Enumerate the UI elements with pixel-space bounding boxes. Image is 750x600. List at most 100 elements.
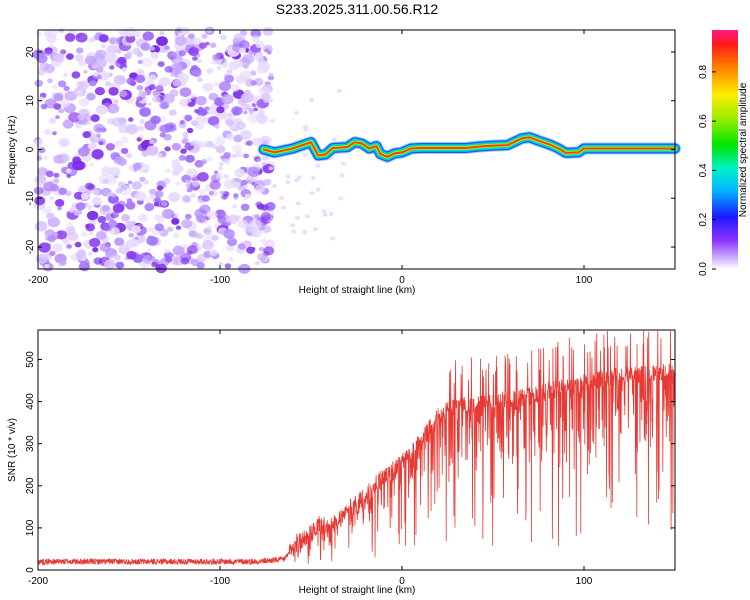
noise-blob [262, 156, 267, 161]
noise-blob [164, 248, 171, 254]
noise-blob [112, 203, 125, 213]
noise-blob [262, 27, 274, 36]
noise-blob [89, 80, 97, 87]
noise-blob [126, 198, 133, 204]
noise-blob [164, 45, 170, 50]
noise-blob [197, 77, 203, 82]
noise-blob [191, 120, 199, 127]
noise-blob [267, 75, 274, 81]
noise-blob [109, 65, 115, 70]
noise-blob [190, 258, 200, 267]
noise-blob [179, 98, 189, 107]
noise-blob [149, 46, 156, 51]
noise-blob [125, 201, 136, 210]
noise-blob [140, 42, 151, 51]
noise-blob [153, 201, 160, 207]
noise-blob [180, 148, 187, 154]
noise-blob [102, 178, 109, 184]
noise-blob [195, 95, 207, 106]
noise-blob [250, 80, 257, 86]
noise-blob [90, 114, 100, 122]
noise-blob [341, 161, 346, 166]
noise-blob [136, 96, 143, 102]
noise-blob [206, 68, 214, 74]
noise-blob [34, 196, 46, 206]
noise-blob [240, 70, 252, 80]
noise-blob [119, 90, 128, 98]
noise-blob [190, 141, 196, 146]
noise-blob [139, 107, 152, 117]
noise-blob [261, 204, 269, 211]
noise-blob [77, 147, 90, 157]
snr-x-axis-label: Height of straight line (km) [299, 585, 416, 596]
noise-blob [131, 181, 142, 190]
noise-blob [75, 202, 86, 211]
noise-blob [254, 184, 266, 194]
noise-blob [121, 214, 130, 222]
noise-blob [108, 219, 118, 228]
noise-blob [321, 209, 327, 214]
noise-blob [249, 70, 257, 76]
noise-blob [125, 239, 136, 248]
noise-blob [99, 242, 111, 252]
noise-blob [172, 245, 185, 256]
noise-blob [177, 73, 189, 83]
noise-blob [47, 78, 53, 84]
noise-blob [206, 210, 218, 220]
snr-y-tick-label: 0 [25, 567, 36, 573]
noise-blob [217, 166, 223, 171]
noise-blob [44, 128, 52, 135]
noise-blob [63, 85, 70, 92]
noise-blob [119, 184, 132, 196]
noise-blob [148, 74, 157, 81]
noise-blob [190, 193, 196, 198]
noise-blob [66, 53, 74, 60]
noise-blob [232, 154, 237, 158]
colorbar-tick-label: 0.4 [698, 163, 709, 177]
noise-blob [213, 170, 219, 175]
noise-blob [221, 194, 228, 200]
noise-blob [59, 260, 67, 266]
noise-blob [44, 98, 57, 109]
noise-blob [72, 160, 85, 171]
noise-blob [115, 188, 123, 194]
noise-blob [36, 155, 43, 161]
noise-blob [95, 49, 108, 60]
noise-blob [234, 60, 244, 68]
noise-blob [247, 112, 260, 123]
noise-blob [250, 28, 262, 38]
noise-blob [91, 196, 102, 206]
noise-blob [146, 145, 159, 156]
noise-blob [216, 106, 225, 114]
noise-blob [49, 196, 55, 201]
noise-blob [221, 62, 229, 69]
noise-blob [209, 42, 217, 48]
noise-blob [128, 233, 134, 238]
noise-blob [109, 166, 121, 177]
noise-blob [35, 175, 47, 184]
noise-blob [263, 178, 272, 186]
noise-blob [143, 179, 150, 185]
noise-blob [81, 192, 90, 200]
noise-blob [107, 192, 112, 197]
noise-blob [237, 185, 245, 192]
noise-blob [280, 205, 286, 210]
noise-blob [52, 243, 64, 252]
noise-blob [294, 215, 300, 220]
noise-blob [85, 182, 94, 190]
noise-blob [165, 168, 171, 174]
noise-blob [226, 245, 235, 252]
noise-blob [46, 212, 55, 220]
noise-blob [107, 103, 120, 114]
noise-blob [38, 147, 46, 154]
noise-blob [94, 87, 105, 96]
noise-blob [45, 170, 54, 178]
colorbar-tick-label: 0.8 [698, 64, 709, 78]
colorbar-tick-label: 0.0 [698, 262, 709, 276]
noise-blob [177, 32, 183, 38]
spectrogram-y-axis-label: Frequency (Hz) [7, 116, 18, 185]
noise-blob [89, 162, 94, 167]
noise-blob [198, 189, 207, 196]
noise-blob [110, 97, 117, 103]
noise-blob [42, 155, 49, 160]
